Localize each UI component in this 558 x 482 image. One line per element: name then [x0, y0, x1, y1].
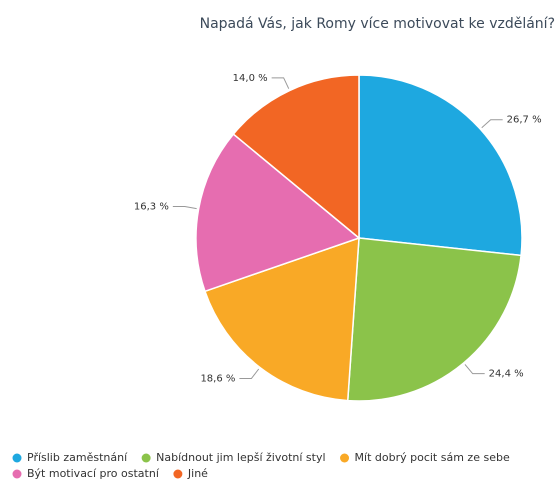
leader-line [172, 205, 197, 210]
value-label: 14,0 % [233, 73, 268, 84]
leader-line [481, 119, 503, 129]
legend-label: Být motivací pro ostatní [27, 467, 160, 480]
legend-label: Mít dobrý pocit sám ze sebe [355, 451, 510, 464]
legend-marker [12, 453, 22, 463]
legend-label: Příslib zaměstnání [27, 451, 128, 464]
leader-line [271, 77, 290, 89]
value-label: 18,6 % [200, 374, 235, 385]
pie-slice [195, 133, 361, 293]
value-label: 26,7 % [507, 115, 542, 126]
legend-marker [173, 469, 183, 479]
legend-label: Jiné [187, 467, 208, 480]
legend-marker [12, 469, 22, 479]
value-label: 16,3 % [134, 201, 169, 212]
value-label: 24,4 % [489, 369, 524, 380]
pie-slice [346, 237, 522, 402]
pie-slice [232, 74, 360, 240]
chart-title: Napadá Vás, jak Romy více motivovat ke v… [200, 16, 555, 32]
leader-line [464, 364, 485, 375]
leader-line [239, 368, 260, 380]
pie-slice [358, 74, 523, 257]
legend-label: Nabídnout jim lepší životní styl [156, 451, 325, 464]
legend-marker [340, 453, 350, 463]
legend-marker [141, 453, 151, 463]
